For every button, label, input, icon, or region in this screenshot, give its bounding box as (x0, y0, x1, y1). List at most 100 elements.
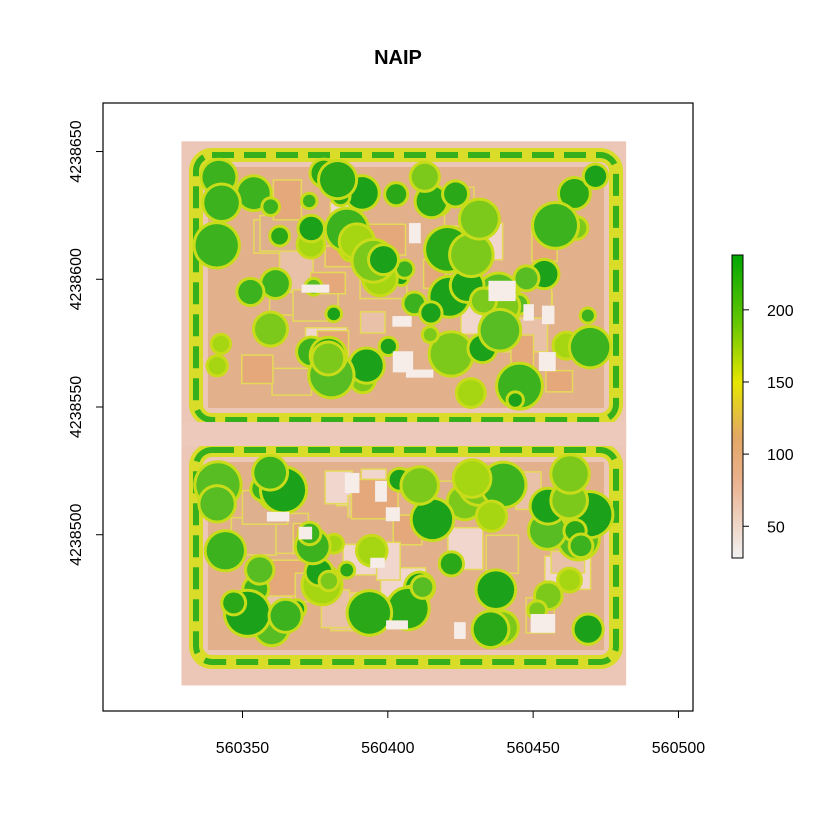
tree-canopy (411, 163, 438, 190)
x-tick-label: 560500 (652, 740, 705, 757)
bright-surface (454, 622, 466, 639)
block-edge-trees (193, 447, 619, 665)
tree-canopy (534, 203, 578, 247)
color-legend: 50 100 150 200 (731, 254, 794, 559)
colorbar-gradient (731, 254, 744, 559)
block-edge-trees (193, 152, 619, 423)
tree-canopy (402, 468, 438, 503)
tree-canopy (444, 182, 468, 206)
rooftop (545, 369, 574, 393)
tree-canopy (454, 461, 490, 496)
tree-canopy (350, 349, 383, 382)
tree-canopy (386, 184, 407, 205)
bright-surface (541, 305, 555, 325)
bright-surface (370, 557, 385, 568)
rooftop (359, 311, 386, 334)
bright-surface (385, 507, 400, 522)
bright-surface (386, 620, 408, 630)
tree-canopy (396, 261, 413, 277)
bright-surface (392, 316, 412, 327)
tree-canopy (480, 310, 520, 350)
bright-surface (530, 614, 556, 633)
tree-canopy (570, 535, 592, 557)
x-tick-label: 560400 (361, 740, 414, 757)
naip-raster (181, 141, 627, 686)
rooftop (271, 367, 313, 396)
tree-canopy (327, 307, 341, 321)
tree-canopy (195, 224, 238, 267)
bright-surface (344, 472, 360, 494)
tree-canopy (238, 279, 263, 305)
colorbar-ticks: 50 100 150 200 (743, 303, 794, 536)
tree-canopy (320, 572, 338, 590)
tree-canopy (457, 380, 484, 406)
bright-surface (301, 284, 330, 293)
bright-surface (523, 304, 534, 321)
tree-canopy (254, 456, 287, 489)
bright-surface (408, 223, 421, 244)
bright-surface (488, 280, 516, 302)
rooftop (485, 534, 520, 575)
tree-canopy (460, 200, 498, 238)
tree-canopy (271, 227, 288, 245)
tree-canopy (223, 592, 245, 614)
tree-canopy (559, 569, 580, 591)
tree-canopy (200, 487, 234, 521)
tree-canopy (477, 502, 506, 530)
tree-canopy (370, 246, 398, 274)
bright-surface (266, 511, 290, 522)
y-tick-label: 4238550 (68, 376, 85, 438)
bright-surface (392, 351, 414, 373)
tree-canopy (451, 234, 492, 276)
tree-canopy (552, 456, 588, 492)
bright-surface (298, 526, 313, 540)
tree-canopy (237, 177, 270, 210)
tree-canopy (313, 343, 344, 374)
tree-canopy (559, 179, 589, 208)
tree-canopy (515, 267, 538, 290)
tree-canopy (270, 600, 301, 631)
tree-canopy (473, 612, 508, 647)
tree-canopy (246, 557, 273, 583)
colorbar-tick-label: 150 (767, 375, 794, 392)
tree-canopy (348, 592, 391, 634)
tree-canopy (299, 216, 324, 241)
tree-canopy (319, 162, 356, 198)
y-tick-label: 4238500 (68, 503, 85, 565)
tree-canopy (430, 333, 473, 375)
bright-surface (405, 369, 434, 378)
tree-canopy (584, 165, 607, 187)
tree-canopy (380, 338, 396, 355)
tree-canopy (440, 553, 463, 575)
plot-title: NAIP (374, 47, 422, 69)
bright-surface (375, 480, 387, 502)
colorbar-tick-label: 200 (767, 303, 794, 320)
tree-canopy (416, 186, 447, 217)
tree-canopy (412, 499, 453, 540)
tree-canopy (574, 615, 602, 643)
x-tick-label: 560450 (506, 740, 559, 757)
tree-canopy (357, 536, 386, 565)
tree-canopy (212, 335, 229, 353)
tree-canopy (208, 357, 226, 375)
tree-canopy (482, 463, 525, 507)
tree-canopy (581, 309, 594, 322)
tree-canopy (412, 577, 433, 597)
x-tick-label: 560350 (216, 740, 269, 757)
tree-canopy (340, 563, 354, 577)
tree-canopy (303, 194, 316, 208)
y-tick-label: 4238650 (68, 120, 85, 182)
tree-canopy (262, 270, 289, 297)
tree-canopy (570, 327, 610, 367)
tree-canopy (263, 199, 278, 214)
tree-canopy (421, 303, 441, 323)
road (181, 422, 627, 446)
tree-canopy (206, 532, 244, 570)
tree-canopy (254, 313, 287, 345)
colorbar-tick-label: 100 (767, 447, 794, 464)
tree-canopy (204, 185, 239, 221)
tree-canopy (508, 393, 522, 407)
rooftop (241, 354, 274, 385)
colorbar-tick-label: 50 (767, 519, 785, 536)
